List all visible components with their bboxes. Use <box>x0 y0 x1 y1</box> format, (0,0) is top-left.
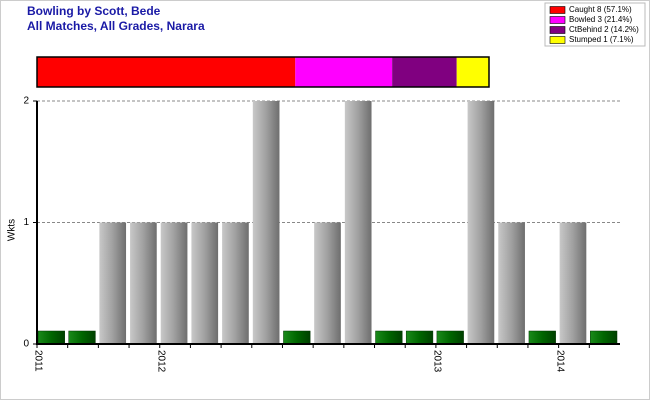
bar <box>405 330 434 345</box>
segment <box>37 57 296 87</box>
legend-label: Stumped 1 (7.1%) <box>569 35 634 44</box>
bar <box>130 222 157 344</box>
legend-swatch <box>549 26 566 34</box>
x-tick-label: 2011 <box>33 350 44 372</box>
bar <box>68 330 96 345</box>
bar <box>436 330 464 345</box>
bar <box>252 101 280 344</box>
bar <box>160 222 188 344</box>
y-tick-label: 1 <box>23 217 29 228</box>
bar <box>37 330 65 345</box>
bar <box>283 330 311 345</box>
segment <box>392 57 457 87</box>
segment <box>456 57 489 87</box>
chart-subtitle: All Matches, All Grades, Narara <box>27 19 205 33</box>
x-tick-label: 2012 <box>155 350 166 373</box>
legend-box <box>544 2 646 47</box>
y-tick-label: 2 <box>23 96 29 107</box>
x-tick-label: 2013 <box>432 350 443 373</box>
segment <box>295 57 393 87</box>
legend-swatch <box>549 16 566 24</box>
bar <box>191 222 219 344</box>
bar <box>559 222 587 344</box>
legend-label: Bowled 3 (21.4%) <box>569 15 632 24</box>
legend-label: Caught 8 (57.1%) <box>569 5 632 14</box>
chart-title: Bowling by Scott, Bede <box>27 4 161 18</box>
legend-swatch <box>549 36 566 44</box>
bar <box>498 222 525 344</box>
bar <box>467 101 495 344</box>
legend-label: CtBehind 2 (14.2%) <box>569 25 639 34</box>
bar <box>99 222 127 344</box>
bar <box>344 101 372 344</box>
y-axis-label: Wkts <box>7 219 18 241</box>
bar <box>222 222 249 344</box>
bar-outline <box>36 56 490 88</box>
bar <box>528 330 556 345</box>
bar <box>590 330 618 345</box>
bar <box>314 222 341 344</box>
legend-swatch <box>549 6 566 14</box>
x-tick-label: 2014 <box>554 350 565 373</box>
y-tick-label: 0 <box>23 339 29 350</box>
bar <box>375 330 403 345</box>
